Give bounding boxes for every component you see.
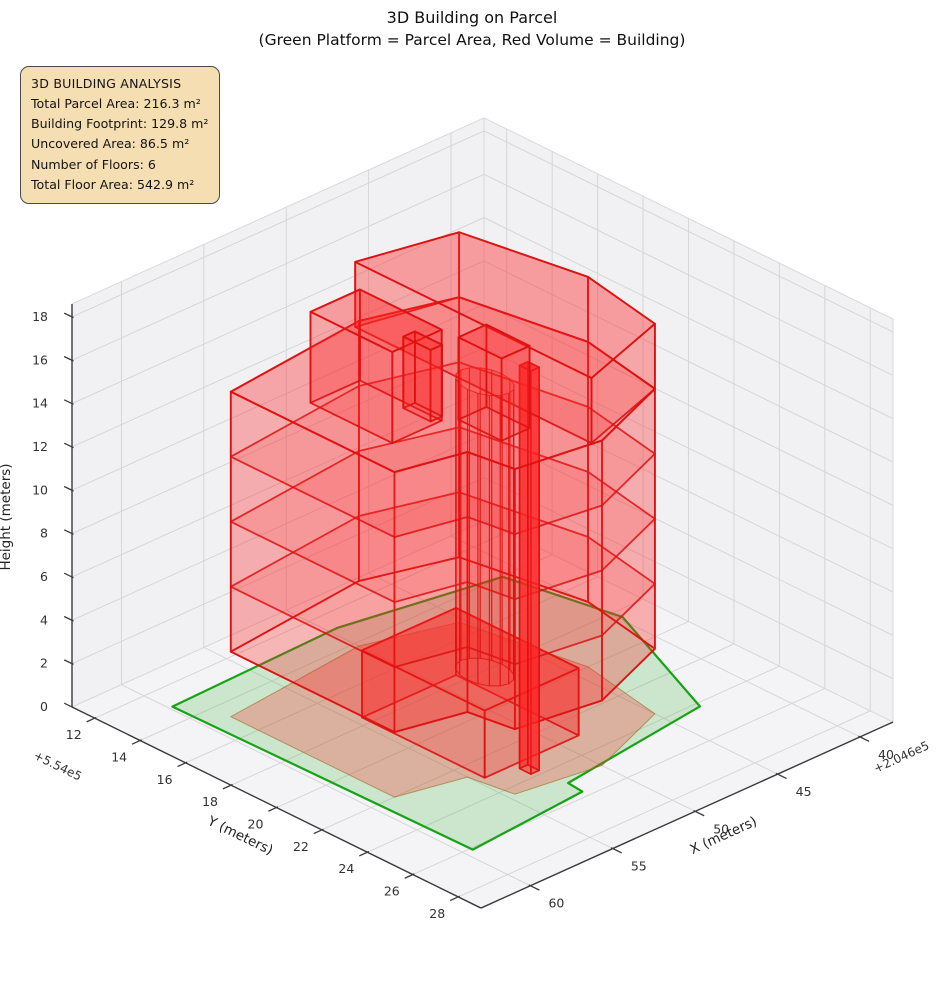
chart-title-block: 3D Building on Parcel (Green Platform = …: [0, 6, 944, 52]
floor-slabs: [229, 361, 656, 733]
info-heading: 3D BUILDING ANALYSIS: [31, 76, 182, 91]
axis-text: 2: [40, 656, 48, 671]
analysis-info-box: 3D BUILDING ANALYSIS Total Parcel Area: …: [20, 66, 221, 204]
chart-subtitle: (Green Platform = Parcel Area, Red Volum…: [258, 31, 686, 50]
info-line-uncovered: Uncovered Area: 86.5 m²: [31, 136, 190, 152]
axis-text: 8: [40, 526, 48, 541]
axis-text: Y (meters): [204, 813, 275, 859]
axis-text: 22: [293, 839, 309, 854]
axis-text: 12: [66, 727, 82, 742]
axis-text: 16: [157, 772, 173, 787]
rooftop-boxes: [309, 288, 531, 445]
axis-text: 10: [32, 482, 48, 497]
axis-text: 55: [631, 859, 647, 874]
stair-tower-cylinder: [455, 367, 515, 687]
axis-text: Height (meters): [0, 463, 14, 570]
axis-text: 26: [384, 884, 400, 899]
info-line-footprint: Building Footprint: 129.8 m²: [31, 116, 209, 132]
grid-lines: [71, 129, 894, 898]
axis-text: 0: [40, 699, 48, 714]
axis-text: X (meters): [688, 814, 760, 858]
axis-text: 12: [32, 439, 48, 454]
axis-text: 18: [202, 794, 218, 809]
axis-text: 28: [429, 906, 445, 921]
axis-text: 20: [248, 817, 264, 832]
info-line-floor-area: Total Floor Area: 542.9 m²: [31, 176, 195, 192]
axis-text: +5.54e5: [31, 748, 84, 783]
axis-text: 45: [796, 784, 812, 799]
parcel-platform: [171, 575, 702, 851]
upper-floor-volume: [354, 231, 656, 445]
info-line-floors: Number of Floors: 6: [31, 156, 156, 172]
axis-text: 14: [111, 750, 127, 765]
info-line-parcel-area: Total Parcel Area: 216.3 m²: [31, 96, 201, 112]
axis-text: 60: [548, 896, 564, 911]
axis-text: 4: [40, 612, 48, 627]
axis-text: 50: [713, 821, 729, 836]
chart-title: 3D Building on Parcel: [386, 8, 558, 27]
axis-text: 6: [40, 569, 48, 584]
axis-text: 24: [338, 861, 354, 876]
axis-text: 14: [32, 396, 48, 411]
axis-text: 40: [878, 747, 894, 762]
axis-text: 18: [32, 309, 48, 324]
building-footprint-shadow: [230, 621, 656, 798]
axis-text: 16: [32, 352, 48, 367]
